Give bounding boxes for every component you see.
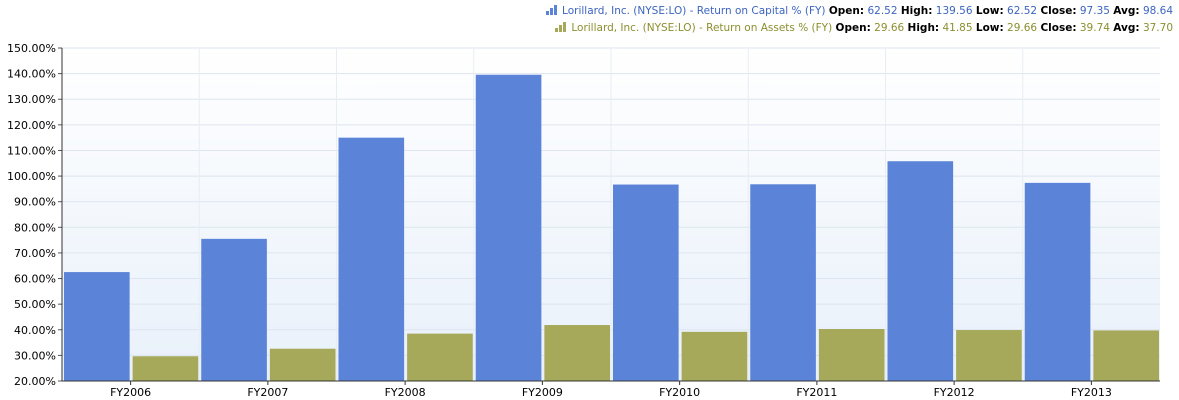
bar-return-on-assets[interactable] xyxy=(681,331,748,381)
bar-return-on-capital[interactable] xyxy=(475,74,542,381)
legend-low-value: 62.52 xyxy=(1007,5,1038,17)
bar-series-icon xyxy=(555,21,567,37)
bar-return-on-capital[interactable] xyxy=(750,184,816,381)
legend-avg-label: Avg: xyxy=(1113,22,1140,34)
legend-high-value: 139.56 xyxy=(935,5,973,17)
bar-return-on-assets[interactable] xyxy=(544,325,610,381)
x-tick-label: FY2011 xyxy=(796,386,837,399)
bar-return-on-assets[interactable] xyxy=(1093,330,1159,381)
bars xyxy=(64,74,1159,381)
x-tick-label: FY2009 xyxy=(522,386,563,399)
bar-return-on-capital[interactable] xyxy=(613,184,679,381)
legend-low-label: Low: xyxy=(975,22,1004,34)
y-tick-label: 20.00% xyxy=(14,375,56,388)
y-tick-label: 60.00% xyxy=(14,273,56,286)
bar-series-icon xyxy=(546,4,558,20)
bar-return-on-capital[interactable] xyxy=(338,137,405,381)
axes: 20.00% 30.00% 40.00% 50.00% 60.00% 70.00% 80.0… xyxy=(7,42,1160,399)
chart-legend: Lorillard, Inc. (NYSE:LO) - Return on Ca… xyxy=(546,3,1173,37)
y-tick-label: 90.00% xyxy=(14,196,56,209)
bar-return-on-assets[interactable] xyxy=(269,348,336,381)
y-tick-label: 120.00% xyxy=(7,119,56,132)
y-tick-label: 150.00% xyxy=(7,42,56,55)
legend-open-label: Open: xyxy=(835,22,871,34)
x-tick-label: FY2007 xyxy=(247,386,288,399)
legend-avg-label: Avg: xyxy=(1113,5,1140,17)
legend-series-name: Lorillard, Inc. (NYSE:LO) - Return on As… xyxy=(571,22,833,34)
y-tick-label: 50.00% xyxy=(14,298,56,311)
bar-return-on-capital[interactable] xyxy=(887,161,954,381)
legend-series-name: Lorillard, Inc. (NYSE:LO) - Return on Ca… xyxy=(562,5,826,17)
x-tick-label: FY2008 xyxy=(385,386,426,399)
legend-high-value: 41.85 xyxy=(942,22,973,34)
bar-return-on-capital[interactable] xyxy=(1024,182,1091,381)
legend-high-label: High: xyxy=(900,5,933,17)
legend-item-return-on-assets[interactable]: Lorillard, Inc. (NYSE:LO) - Return on As… xyxy=(546,20,1173,37)
y-tick-label: 140.00% xyxy=(7,68,56,81)
y-tick-label: 30.00% xyxy=(14,349,56,362)
y-tick-label: 110.00% xyxy=(7,144,56,157)
bar-return-on-assets[interactable] xyxy=(407,333,473,381)
legend-open-label: Open: xyxy=(828,5,865,17)
y-tick-label: 70.00% xyxy=(14,247,56,260)
bar-return-on-assets[interactable] xyxy=(818,329,885,381)
x-tick-label: FY2013 xyxy=(1071,386,1112,399)
y-tick-label: 130.00% xyxy=(7,93,56,106)
legend-close-label: Close: xyxy=(1040,5,1077,17)
legend-item-return-on-capital[interactable]: Lorillard, Inc. (NYSE:LO) - Return on Ca… xyxy=(546,3,1173,20)
x-tick-label: FY2012 xyxy=(934,386,975,399)
x-tick-label: FY2010 xyxy=(659,386,700,399)
legend-close-value: 39.74 xyxy=(1079,22,1110,34)
legend-open-value: 62.52 xyxy=(867,5,898,17)
y-tick-label: 80.00% xyxy=(14,221,56,234)
legend-avg-value: 98.64 xyxy=(1142,5,1173,17)
x-tick-label: FY2006 xyxy=(110,386,151,399)
bar-return-on-assets[interactable] xyxy=(132,356,199,381)
legend-low-label: Low: xyxy=(975,5,1004,17)
y-tick-label: 40.00% xyxy=(14,324,56,337)
legend-low-value: 29.66 xyxy=(1007,22,1038,34)
bar-return-on-capital[interactable] xyxy=(201,238,267,381)
legend-close-value: 97.35 xyxy=(1079,5,1110,17)
bar-return-on-capital[interactable] xyxy=(64,272,130,381)
legend-open-value: 29.66 xyxy=(874,22,905,34)
y-tick-label: 100.00% xyxy=(7,170,56,183)
legend-avg-value: 37.70 xyxy=(1142,22,1173,34)
legend-high-label: High: xyxy=(907,22,940,34)
legend-close-label: Close: xyxy=(1040,22,1077,34)
bar-return-on-assets[interactable] xyxy=(956,330,1022,381)
